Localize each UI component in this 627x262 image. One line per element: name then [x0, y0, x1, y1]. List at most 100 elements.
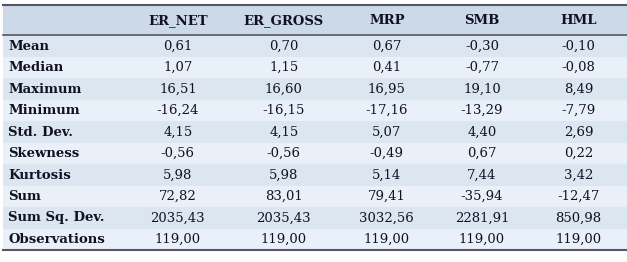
Bar	[3, 35, 128, 57]
Text: Kurtosis: Kurtosis	[8, 168, 71, 182]
Text: Sum: Sum	[8, 190, 41, 203]
Bar	[128, 186, 228, 207]
Bar	[3, 5, 128, 35]
Text: -0,08: -0,08	[562, 61, 596, 74]
Bar	[434, 164, 530, 186]
Bar	[128, 229, 228, 250]
Bar	[530, 164, 627, 186]
Text: -0,56: -0,56	[267, 147, 301, 160]
Bar	[340, 121, 434, 143]
Bar	[434, 229, 530, 250]
Text: 0,22: 0,22	[564, 147, 593, 160]
Text: -35,94: -35,94	[461, 190, 503, 203]
Text: -7,79: -7,79	[562, 104, 596, 117]
Bar	[340, 100, 434, 121]
Text: 19,10: 19,10	[463, 83, 501, 96]
Text: 4,15: 4,15	[269, 125, 298, 139]
Bar	[228, 57, 340, 78]
Bar	[3, 186, 128, 207]
Bar	[128, 207, 228, 229]
Bar	[530, 78, 627, 100]
Text: 2035,43: 2035,43	[256, 211, 311, 225]
Bar	[434, 100, 530, 121]
Bar	[128, 143, 228, 164]
Text: 5,98: 5,98	[269, 168, 298, 182]
Bar	[530, 186, 627, 207]
Bar	[128, 57, 228, 78]
Bar	[228, 207, 340, 229]
Bar	[128, 121, 228, 143]
Text: 79,41: 79,41	[368, 190, 406, 203]
Text: Median: Median	[8, 61, 63, 74]
Text: 16,60: 16,60	[265, 83, 303, 96]
Bar	[530, 5, 627, 35]
Text: Mean: Mean	[8, 40, 49, 53]
Bar	[434, 35, 530, 57]
Text: 8,49: 8,49	[564, 83, 593, 96]
Text: Sum Sq. Dev.: Sum Sq. Dev.	[8, 211, 105, 225]
Bar	[228, 121, 340, 143]
Text: Std. Dev.: Std. Dev.	[8, 125, 73, 139]
Text: 7,44: 7,44	[467, 168, 497, 182]
Bar	[340, 164, 434, 186]
Text: 1,15: 1,15	[269, 61, 298, 74]
Bar	[434, 121, 530, 143]
Text: HML: HML	[561, 14, 597, 27]
Bar	[228, 78, 340, 100]
Text: 4,40: 4,40	[467, 125, 497, 139]
Text: 16,95: 16,95	[368, 83, 406, 96]
Bar	[434, 57, 530, 78]
Text: Skewness: Skewness	[8, 147, 80, 160]
Bar	[340, 143, 434, 164]
Text: 83,01: 83,01	[265, 190, 303, 203]
Text: 0,67: 0,67	[372, 40, 401, 53]
Text: -12,47: -12,47	[557, 190, 600, 203]
Text: 1,07: 1,07	[163, 61, 192, 74]
Text: -13,29: -13,29	[461, 104, 503, 117]
Text: 5,98: 5,98	[163, 168, 192, 182]
Bar	[340, 229, 434, 250]
Text: -0,77: -0,77	[465, 61, 499, 74]
Text: Observations: Observations	[8, 233, 105, 246]
Bar	[530, 229, 627, 250]
Bar	[228, 143, 340, 164]
Text: -16,24: -16,24	[157, 104, 199, 117]
Bar	[434, 207, 530, 229]
Bar	[3, 207, 128, 229]
Text: 119,00: 119,00	[364, 233, 410, 246]
Bar	[3, 100, 128, 121]
Bar	[3, 143, 128, 164]
Bar	[228, 35, 340, 57]
Bar	[3, 229, 128, 250]
Bar	[128, 35, 228, 57]
Text: 16,51: 16,51	[159, 83, 197, 96]
Text: 3,42: 3,42	[564, 168, 593, 182]
Text: 2281,91: 2281,91	[455, 211, 509, 225]
Bar	[434, 5, 530, 35]
Bar	[530, 100, 627, 121]
Text: 119,00: 119,00	[155, 233, 201, 246]
Text: 4,15: 4,15	[163, 125, 192, 139]
Bar	[228, 186, 340, 207]
Bar	[530, 207, 627, 229]
Text: -0,30: -0,30	[465, 40, 499, 53]
Bar	[530, 57, 627, 78]
Bar	[128, 5, 228, 35]
Text: 0,67: 0,67	[467, 147, 497, 160]
Text: 119,00: 119,00	[261, 233, 307, 246]
Text: Maximum: Maximum	[8, 83, 82, 96]
Text: 119,00: 119,00	[459, 233, 505, 246]
Text: 5,14: 5,14	[372, 168, 401, 182]
Text: ER_GROSS: ER_GROSS	[244, 14, 324, 27]
Text: 0,61: 0,61	[163, 40, 192, 53]
Bar	[3, 121, 128, 143]
Bar	[530, 121, 627, 143]
Text: 0,70: 0,70	[269, 40, 298, 53]
Text: 0,41: 0,41	[372, 61, 401, 74]
Text: 850,98: 850,98	[556, 211, 602, 225]
Bar	[128, 78, 228, 100]
Bar	[128, 100, 228, 121]
Bar	[434, 78, 530, 100]
Text: 2035,43: 2035,43	[150, 211, 205, 225]
Bar	[434, 186, 530, 207]
